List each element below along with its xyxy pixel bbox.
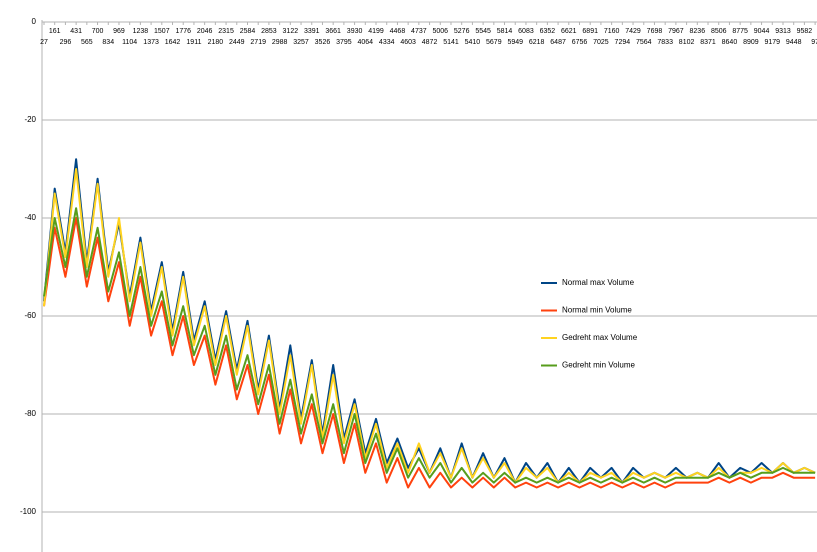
x-tick-label: 9448 [786, 39, 802, 46]
x-tick-label: 7833 [657, 39, 673, 46]
x-tick-label: 7698 [647, 28, 663, 35]
x-tick-label: 6891 [582, 28, 598, 35]
x-tick-label: 6083 [518, 28, 534, 35]
legend-label: Gedreht min Volume [562, 361, 635, 370]
x-tick-label: 3122 [283, 28, 299, 35]
x-tick-label: 9582 [797, 28, 813, 35]
x-tick-label: 5276 [454, 28, 470, 35]
x-tick-label: 5410 [465, 39, 481, 46]
x-tick-label: 1911 [186, 39, 201, 46]
x-tick-label: 3391 [304, 28, 320, 35]
x-tick-label: 5949 [507, 39, 523, 46]
series-line [43, 217, 816, 489]
x-tick-label: 97 [811, 39, 817, 46]
x-tick-label: 7160 [604, 28, 620, 35]
series-line [43, 207, 816, 484]
x-tick-label: 8506 [711, 28, 727, 35]
x-tick-label: 4199 [368, 28, 384, 35]
x-tick-label: 1373 [143, 39, 159, 46]
x-tick-label: 2449 [229, 39, 245, 46]
x-tick-label: 1642 [165, 39, 181, 46]
x-tick-label: 161 [49, 28, 61, 35]
x-tick-label: 4872 [422, 39, 438, 46]
x-tick-label: 4603 [400, 39, 416, 46]
x-tick-label: 9044 [754, 28, 770, 35]
legend-label: Gedreht max Volume [562, 333, 638, 342]
x-tick-label: 5141 [443, 39, 459, 46]
x-tick-label: 1507 [154, 28, 170, 35]
series-line [43, 168, 816, 484]
x-tick-label: 8102 [679, 39, 695, 46]
y-tick-label: -20 [24, 115, 36, 124]
x-tick-label: 7025 [593, 39, 609, 46]
x-tick-label: 6487 [550, 39, 566, 46]
x-tick-label: 4468 [390, 28, 406, 35]
y-tick-label: -40 [24, 213, 36, 222]
x-tick-label: 6756 [572, 39, 588, 46]
x-tick-label: 1238 [133, 28, 149, 35]
x-tick-label: 5545 [475, 28, 491, 35]
x-tick-label: 5006 [432, 28, 448, 35]
x-tick-label: 3930 [347, 28, 363, 35]
x-tick-label: 8909 [743, 39, 759, 46]
x-tick-label: 2046 [197, 28, 213, 35]
x-tick-label: 834 [102, 39, 114, 46]
x-tick-label: 7564 [636, 39, 652, 46]
x-tick-label: 969 [113, 28, 125, 35]
y-tick-label: -60 [24, 311, 36, 320]
x-tick-label: 6621 [561, 28, 577, 35]
x-tick-label: 3257 [293, 39, 309, 46]
x-tick-label: 3795 [336, 39, 352, 46]
legend-label: Normal min Volume [562, 306, 632, 315]
x-tick-label: 9179 [764, 39, 780, 46]
x-tick-label: 8236 [690, 28, 706, 35]
x-tick-label: 4334 [379, 39, 395, 46]
x-tick-label: 3526 [315, 39, 331, 46]
x-tick-label: 7967 [668, 28, 684, 35]
legend-label: Normal max Volume [562, 278, 635, 287]
x-tick-label: 5814 [497, 28, 513, 35]
x-tick-label: 431 [70, 28, 82, 35]
x-tick-label: 2180 [208, 39, 224, 46]
x-tick-label: 6218 [529, 39, 545, 46]
x-tick-label: 5679 [486, 39, 502, 46]
x-tick-label: 7294 [615, 39, 631, 46]
x-tick-label: 700 [92, 28, 104, 35]
x-tick-label: 4737 [411, 28, 427, 35]
y-tick-label: 0 [32, 17, 37, 26]
x-tick-label: 27 [40, 39, 48, 46]
x-tick-label: 3661 [325, 28, 341, 35]
x-tick-label: 9313 [775, 28, 791, 35]
x-tick-label: 2315 [218, 28, 234, 35]
x-tick-label: 8371 [700, 39, 716, 46]
x-tick-label: 6352 [540, 28, 556, 35]
x-tick-label: 2584 [240, 28, 256, 35]
x-tick-label: 1776 [175, 28, 191, 35]
x-tick-label: 296 [60, 39, 72, 46]
y-tick-label: -100 [20, 507, 37, 516]
x-tick-label: 565 [81, 39, 93, 46]
series-line [43, 158, 816, 484]
x-tick-label: 8775 [732, 28, 748, 35]
x-tick-label: 2988 [272, 39, 288, 46]
x-tick-label: 4064 [358, 39, 374, 46]
x-tick-label: 2719 [250, 39, 266, 46]
x-tick-label: 2853 [261, 28, 277, 35]
x-tick-label: 7429 [625, 28, 641, 35]
x-tick-label: 1104 [122, 39, 137, 46]
x-tick-label: 8640 [722, 39, 738, 46]
y-tick-label: -80 [24, 409, 36, 418]
